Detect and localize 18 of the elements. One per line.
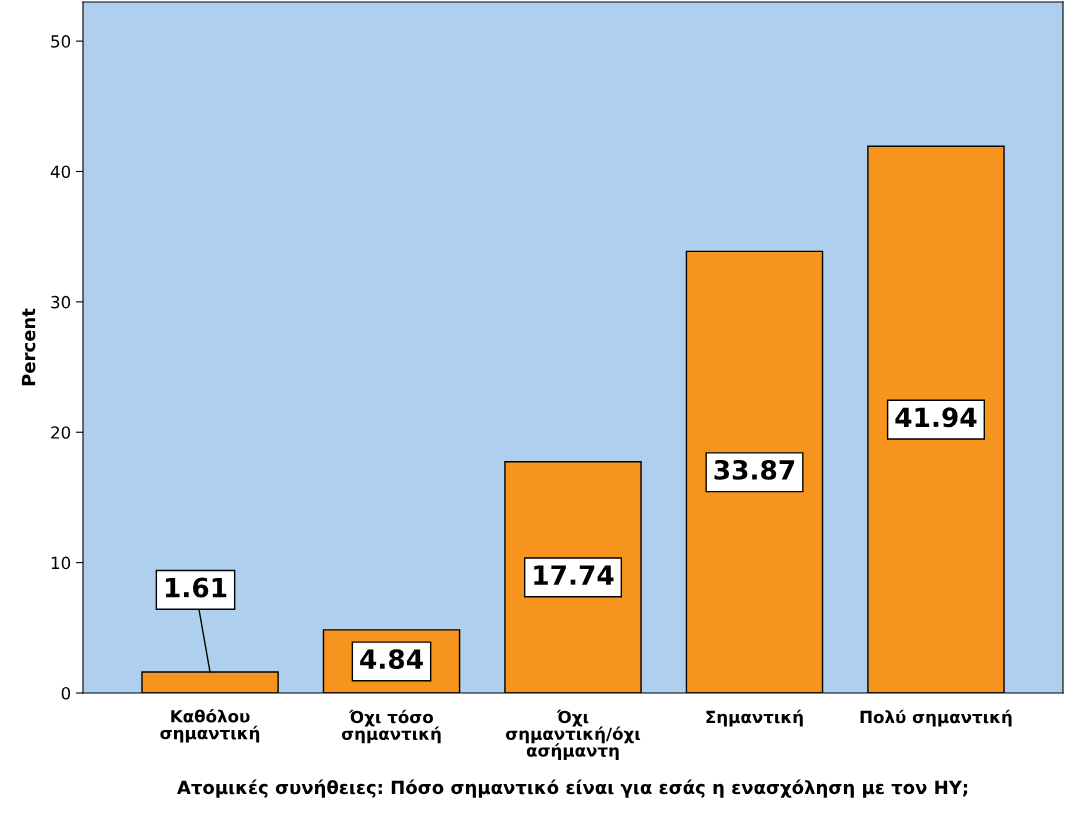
data-label: 33.87 bbox=[714, 459, 795, 480]
y-axis-title: Percent bbox=[21, 308, 36, 386]
y-tick-label: 10 bbox=[51, 556, 71, 570]
y-tick-label: 50 bbox=[51, 35, 71, 48]
data-label: 41.94 bbox=[895, 407, 977, 428]
x-axis-title: Ατομικές συνήθειες: Πόσο σημαντικό είναι για εσάς η ενασχόληση με τον ΗΥ; bbox=[177, 779, 968, 798]
y-tick-label: 0 bbox=[61, 686, 71, 700]
data-label: 4.84 bbox=[360, 649, 423, 670]
x-tick-label: Όχι τόσο σημαντική bbox=[341, 709, 441, 744]
y-tick-label: 20 bbox=[51, 426, 71, 439]
y-tick-label: 40 bbox=[50, 165, 71, 179]
data-label: 17.74 bbox=[534, 565, 614, 585]
x-tick-label: Σημαντική bbox=[706, 709, 803, 727]
y-tick-label: 30 bbox=[51, 295, 71, 309]
data-label: 1.61 bbox=[165, 577, 227, 598]
x-tick-label: Καθόλου σημαντική bbox=[160, 709, 260, 743]
x-tick-label: Όχι σημαντική/όχι ασήμαντη bbox=[505, 709, 641, 761]
x-tick-label: Πολύ σημαντική bbox=[860, 709, 1012, 727]
